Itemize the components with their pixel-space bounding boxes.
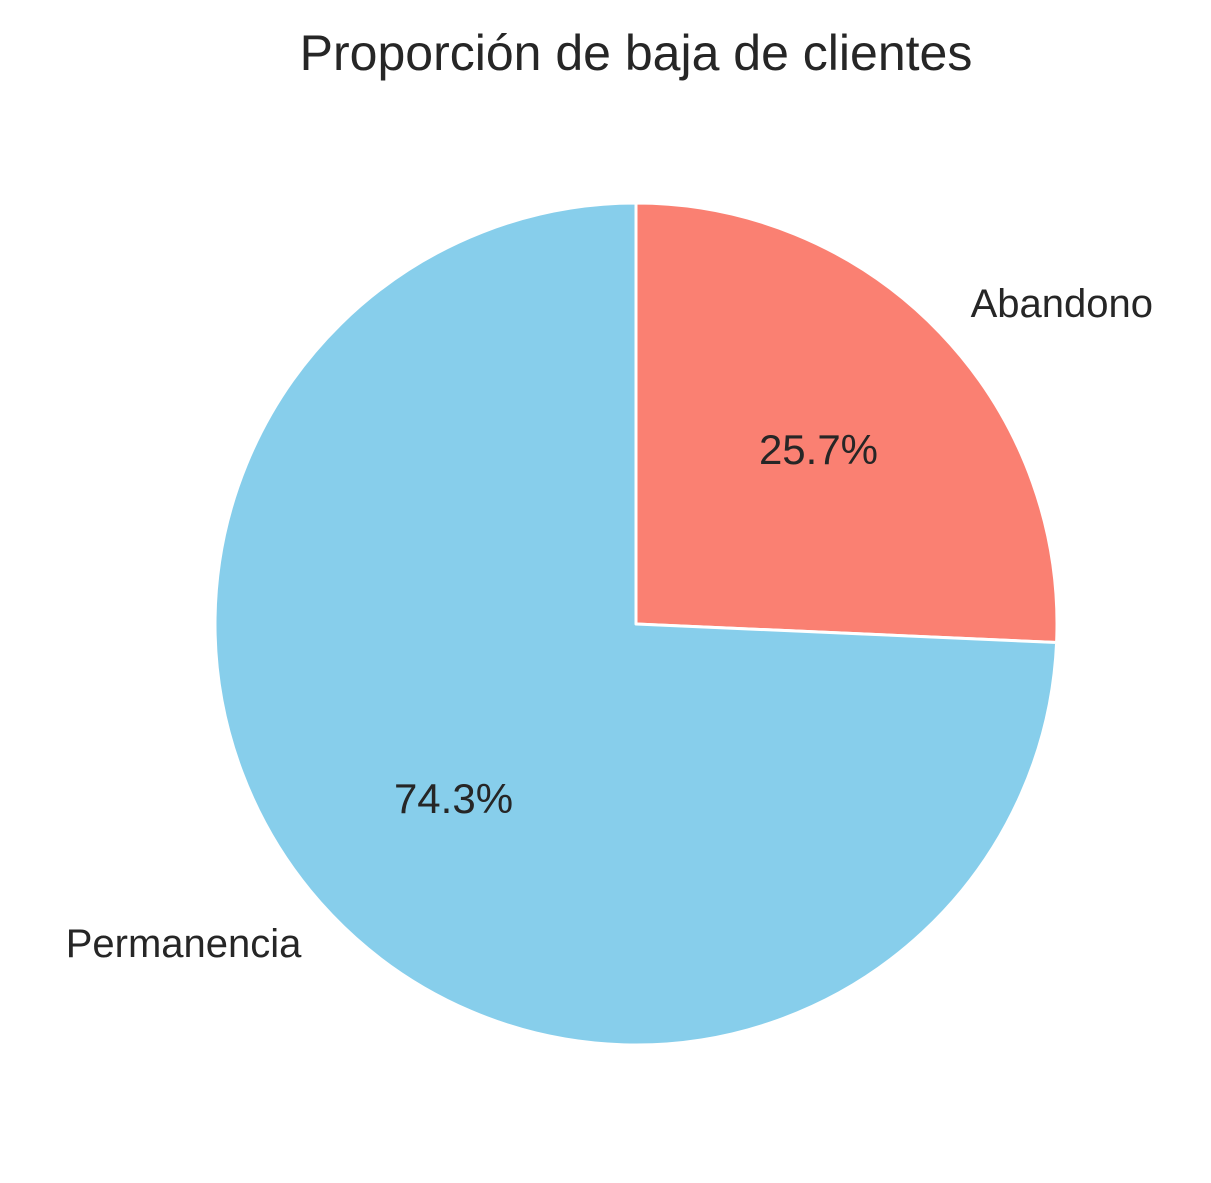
- pie-slice-abandono: [634, 201, 1059, 645]
- pie-labels: 25.7% Abandono 74.3% Permanencia: [66, 282, 1153, 966]
- pie-slice-permanencia: [213, 201, 1059, 1047]
- slice-label-abandono: Abandono: [971, 282, 1153, 326]
- pct-label-permanencia: 74.3%: [394, 775, 513, 822]
- chart-title: Proporción de baja de clientes: [300, 25, 973, 81]
- pie-slices: [213, 201, 1059, 1047]
- pct-label-abandono: 25.7%: [759, 426, 878, 473]
- slice-label-permanencia: Permanencia: [66, 922, 302, 966]
